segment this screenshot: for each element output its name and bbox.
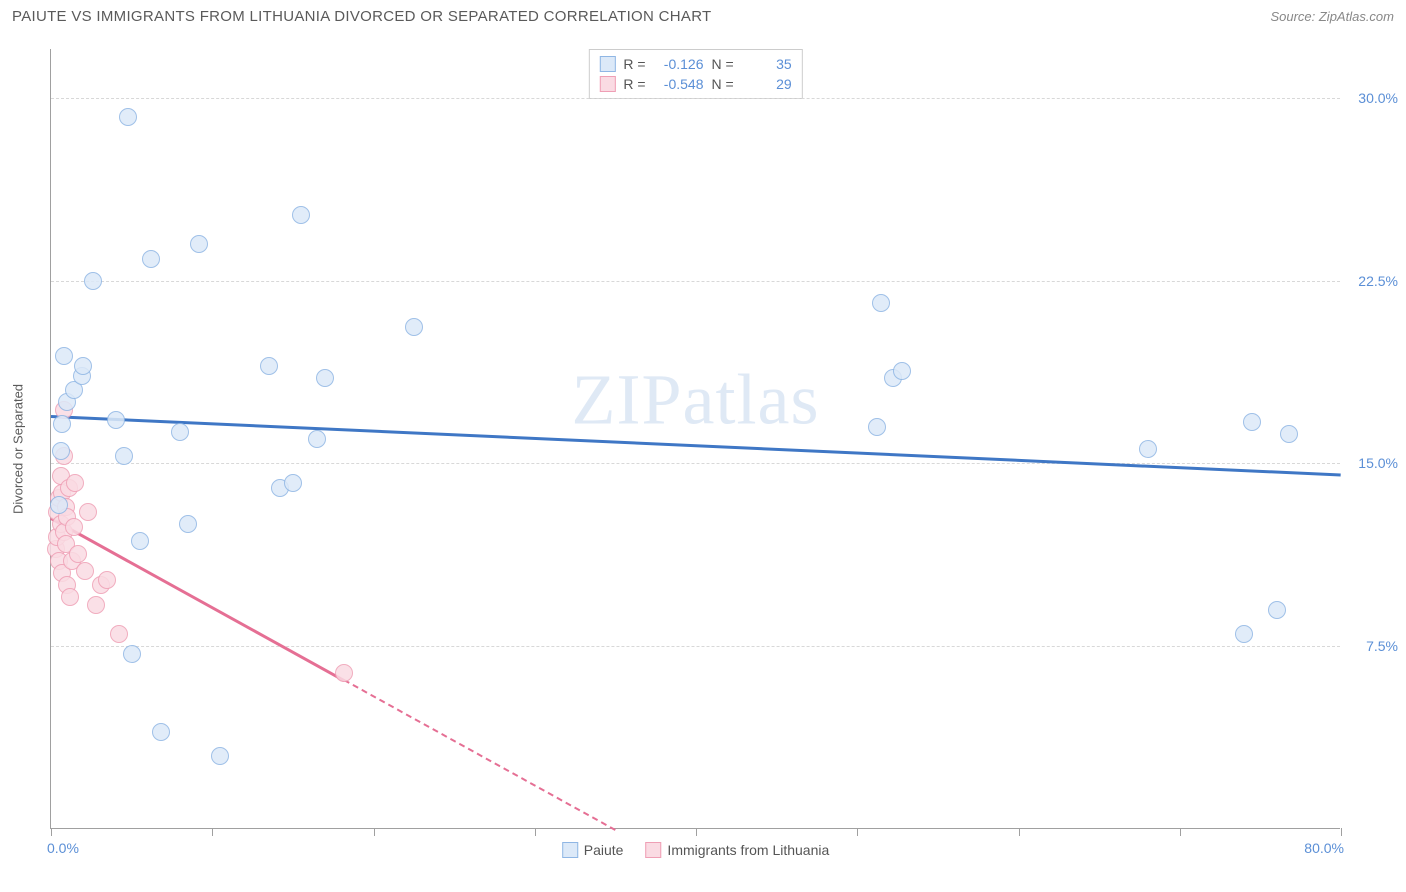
chart-header: PAIUTE VS IMMIGRANTS FROM LITHUANIA DIVO… bbox=[0, 0, 1406, 29]
n-label: N = bbox=[712, 56, 734, 72]
x-tick bbox=[1180, 828, 1181, 836]
scatter-point bbox=[110, 625, 128, 643]
scatter-point bbox=[76, 562, 94, 580]
legend-item-paiute: Paiute bbox=[562, 842, 624, 858]
stat-legend-row: R = -0.548 N = 29 bbox=[599, 74, 791, 94]
scatter-point bbox=[335, 664, 353, 682]
source-attribution: Source: ZipAtlas.com bbox=[1270, 9, 1394, 24]
legend-swatch-paiute bbox=[599, 56, 615, 72]
scatter-point bbox=[79, 503, 97, 521]
legend-swatch-lithuania bbox=[599, 76, 615, 92]
scatter-point bbox=[98, 571, 116, 589]
x-tick bbox=[696, 828, 697, 836]
r-label: R = bbox=[623, 56, 645, 72]
x-tick bbox=[1019, 828, 1020, 836]
scatter-point bbox=[50, 496, 68, 514]
scatter-point bbox=[107, 411, 125, 429]
scatter-point bbox=[308, 430, 326, 448]
legend-label: Immigrants from Lithuania bbox=[667, 842, 829, 858]
x-tick bbox=[535, 828, 536, 836]
scatter-point bbox=[179, 515, 197, 533]
gridline bbox=[51, 281, 1340, 282]
x-axis-min-label: 0.0% bbox=[47, 840, 79, 856]
y-tick-label: 22.5% bbox=[1358, 273, 1398, 289]
scatter-point bbox=[69, 545, 87, 563]
scatter-point bbox=[65, 518, 83, 536]
scatter-point bbox=[74, 357, 92, 375]
scatter-point bbox=[893, 362, 911, 380]
watermark-text: ZIPatlas bbox=[572, 358, 820, 441]
scatter-point bbox=[87, 596, 105, 614]
x-tick bbox=[1341, 828, 1342, 836]
scatter-point bbox=[61, 588, 79, 606]
y-axis-label: Divorced or Separated bbox=[11, 384, 26, 514]
scatter-point bbox=[316, 369, 334, 387]
scatter-point bbox=[84, 272, 102, 290]
scatter-point bbox=[55, 347, 73, 365]
scatter-point bbox=[66, 474, 84, 492]
x-axis-max-label: 80.0% bbox=[1304, 840, 1344, 856]
scatter-point bbox=[171, 423, 189, 441]
scatter-point bbox=[123, 645, 141, 663]
scatter-point bbox=[119, 108, 137, 126]
gridline bbox=[51, 98, 1340, 99]
scatter-point bbox=[131, 532, 149, 550]
scatter-point bbox=[115, 447, 133, 465]
scatter-point bbox=[1139, 440, 1157, 458]
y-tick-label: 15.0% bbox=[1358, 455, 1398, 471]
scatter-point bbox=[190, 235, 208, 253]
legend-label: Paiute bbox=[584, 842, 624, 858]
scatter-point bbox=[1268, 601, 1286, 619]
scatter-point bbox=[53, 415, 71, 433]
y-tick-label: 7.5% bbox=[1366, 638, 1398, 654]
x-tick bbox=[212, 828, 213, 836]
scatter-point bbox=[211, 747, 229, 765]
legend-swatch-paiute bbox=[562, 842, 578, 858]
stat-legend-box: R = -0.126 N = 35 R = -0.548 N = 29 bbox=[588, 49, 802, 99]
source-name: ZipAtlas.com bbox=[1319, 9, 1394, 24]
chart-wrapper: Divorced or Separated ZIPatlas R = -0.12… bbox=[0, 29, 1406, 869]
scatter-point bbox=[260, 357, 278, 375]
trend-line-dashed bbox=[344, 679, 616, 831]
r-label: R = bbox=[623, 76, 645, 92]
r-value: -0.126 bbox=[654, 56, 704, 72]
scatter-point bbox=[1243, 413, 1261, 431]
n-value: 29 bbox=[742, 76, 792, 92]
n-value: 35 bbox=[742, 56, 792, 72]
legend-item-lithuania: Immigrants from Lithuania bbox=[645, 842, 829, 858]
scatter-point bbox=[142, 250, 160, 268]
x-tick bbox=[51, 828, 52, 836]
stat-legend-row: R = -0.126 N = 35 bbox=[599, 54, 791, 74]
scatter-point bbox=[872, 294, 890, 312]
scatter-point bbox=[1235, 625, 1253, 643]
x-tick bbox=[857, 828, 858, 836]
chart-title: PAIUTE VS IMMIGRANTS FROM LITHUANIA DIVO… bbox=[12, 8, 712, 25]
scatter-point bbox=[868, 418, 886, 436]
plot-area: ZIPatlas R = -0.126 N = 35 R = -0.548 N … bbox=[50, 49, 1340, 829]
scatter-point bbox=[52, 442, 70, 460]
r-value: -0.548 bbox=[654, 76, 704, 92]
source-prefix: Source: bbox=[1270, 9, 1318, 24]
bottom-legend: Paiute Immigrants from Lithuania bbox=[562, 842, 830, 858]
gridline bbox=[51, 646, 1340, 647]
scatter-point bbox=[405, 318, 423, 336]
scatter-point bbox=[292, 206, 310, 224]
x-tick bbox=[374, 828, 375, 836]
y-tick-label: 30.0% bbox=[1358, 90, 1398, 106]
scatter-point bbox=[1280, 425, 1298, 443]
legend-swatch-lithuania bbox=[645, 842, 661, 858]
n-label: N = bbox=[712, 76, 734, 92]
scatter-point bbox=[152, 723, 170, 741]
scatter-point bbox=[284, 474, 302, 492]
